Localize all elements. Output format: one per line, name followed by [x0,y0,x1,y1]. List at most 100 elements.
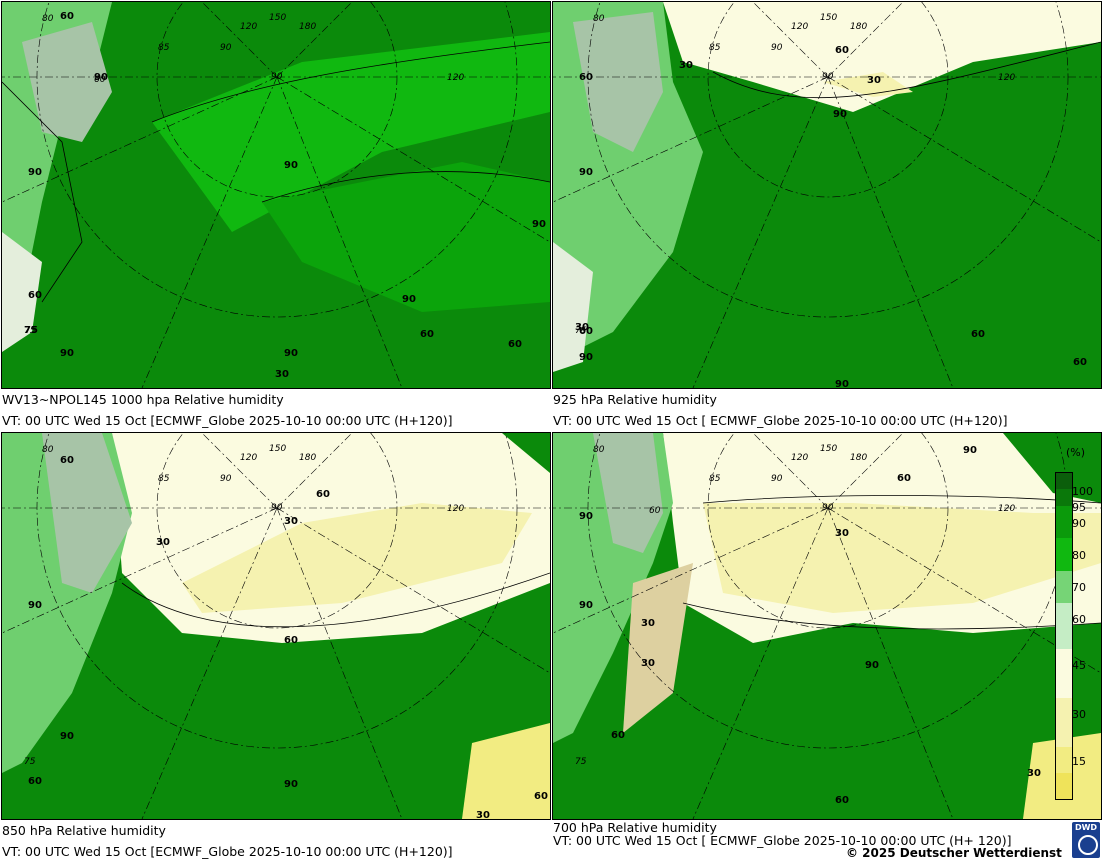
map-1000hpa: 60 90 90 90 60 90 90 90 60 75 90 60 30 8… [2,2,550,388]
contour-label: 90 [532,219,546,230]
lon-label: 120 [447,504,464,514]
contour-label: 90 [284,160,298,171]
contour-label: 75 [24,325,38,336]
caption-1000hpa-valid: VT: 00 UTC Wed 15 Oct [ECMWF_Globe 2025-… [2,413,453,428]
legend-segment [1056,505,1072,539]
lon-label: 150 [269,444,286,454]
contour-label: 90 [284,348,298,359]
contour-labels-700: 90 60 90 30 30 30 60 90 60 90 30 [579,445,1041,806]
legend-segment [1056,649,1072,698]
lon-label: 120 [998,504,1015,514]
lon-labels-850: 80 85 90 120 150 180 90 120 75 [24,444,464,767]
contour-label: 60 [60,455,74,466]
legend-unit: (%) [1066,446,1086,459]
contour-labels-1000: 60 90 90 90 60 90 90 90 60 75 90 60 30 [24,11,546,380]
contour-label: 60 [971,329,985,340]
contour-label: 60 [60,11,74,22]
lon-label: 85 [158,474,170,484]
lon-label: 150 [820,13,837,23]
legend-color-bar [1055,472,1073,800]
legend-segment [1056,772,1072,799]
contour-label: 90 [60,348,74,359]
contour-label: 90 [835,379,849,388]
contour-label: 30 [641,658,655,669]
lon-label: 120 [240,453,257,463]
contour-label: 60 [835,795,849,806]
contour-label: 90 [402,294,416,305]
contour-label: 60 [579,72,593,83]
lon-label: 180 [850,22,867,32]
caption-850hpa-valid: VT: 00 UTC Wed 15 Oct [ECMWF_Globe 2025-… [2,844,453,859]
contour-label: 60 [316,489,330,500]
map-925hpa: 60 30 60 30 90 90 60 90 60 90 30 60 80 8… [553,2,1101,388]
contour-label: 60 [835,45,849,56]
lon-label: 90 [271,503,283,513]
lon-label: 90 [822,72,834,82]
legend-tick: 80 [1072,549,1086,562]
contour-label: 90 [94,72,108,83]
contour-label: 30 [679,60,693,71]
contour-label: 30 [156,537,170,548]
contour-label: 90 [284,779,298,790]
lon-label: 150 [820,444,837,454]
lon-label: 85 [158,43,170,53]
legend-segment [1056,473,1072,490]
contour-label: 30 [867,75,881,86]
legend-tick: 60 [1072,613,1086,626]
lon-label: 120 [447,73,464,83]
caption-925hpa-valid: VT: 00 UTC Wed 15 Oct [ ECMWF_Globe 2025… [553,413,1008,428]
contour-label: 90 [865,660,879,671]
lon-label: 90 [220,474,232,484]
legend-tick: 100 [1072,485,1093,498]
legend-segment [1056,746,1072,773]
contour-label: 90 [579,511,593,522]
lon-label: 80 [593,445,605,455]
contour-label: 60 [1073,357,1087,368]
lon-label: 180 [299,453,316,463]
contour-label: 60 [420,329,434,340]
lon-label: 60 [94,75,106,85]
lon-label: 90 [822,503,834,513]
contour-label: 90 [28,167,42,178]
contour-label: 60 [284,635,298,646]
caption-700hpa-valid: VT: 00 UTC Wed 15 Oct [ ECMWF_Globe 2025… [553,833,1012,848]
lon-label: 120 [791,22,808,32]
legend-segment [1056,538,1072,571]
lon-label: 90 [220,43,232,53]
contour-label: 90 [579,352,593,363]
caption-850hpa-title: 850 hPa Relative humidity [2,823,166,838]
caption-925hpa-title: 925 hPa Relative humidity [553,392,717,407]
lon-label: 120 [791,453,808,463]
map-panel-925hpa: 60 30 60 30 90 90 60 90 60 90 30 60 80 8… [552,1,1102,389]
contour-label: 30 [641,618,655,629]
caption-1000hpa-title: WV13~NPOL145 1000 hpa Relative humidity [2,392,284,407]
map-panel-700hpa: 90 60 90 30 30 30 60 90 60 90 30 80 85 9… [552,432,1102,820]
legend-segment [1056,570,1072,604]
contour-label: 60 [534,791,548,802]
lon-label: 75 [24,326,36,336]
lon-label: 180 [299,22,316,32]
legend-tick: 15 [1072,755,1086,768]
lon-label: 85 [709,474,721,484]
caption-700hpa-title: 700 hPa Relative humidity [553,820,717,835]
map-panel-1000hpa: 60 90 90 90 60 90 90 90 60 75 90 60 30 8… [1,1,551,389]
lon-label: 90 [271,72,283,82]
contour-labels-850: 60 30 30 60 90 60 90 60 90 30 60 [28,455,548,819]
contour-label: 90 [60,731,74,742]
lon-label: 180 [850,453,867,463]
contour-label: 90 [963,445,977,456]
lon-label: 150 [269,13,286,23]
lon-labels-1000: 80 85 90 60 120 150 180 90 120 75 [24,13,464,336]
lon-label: 75 [24,757,36,767]
legend-tick: 45 [1072,659,1086,672]
lon-labels-700: 80 85 90 120 150 180 90 120 75 60 [575,444,1015,767]
lon-label: 80 [593,14,605,24]
map-850hpa: 60 30 30 60 90 60 90 60 90 30 60 80 85 9… [2,433,550,819]
lon-labels-925: 80 85 90 120 150 180 90 120 75 [575,13,1015,336]
lon-label: 80 [42,445,54,455]
legend-tick: 90 [1072,517,1086,530]
lon-label: 90 [771,474,783,484]
legend-segment [1056,697,1072,747]
legend-tick: 95 [1072,501,1086,514]
contour-label: 90 [28,600,42,611]
